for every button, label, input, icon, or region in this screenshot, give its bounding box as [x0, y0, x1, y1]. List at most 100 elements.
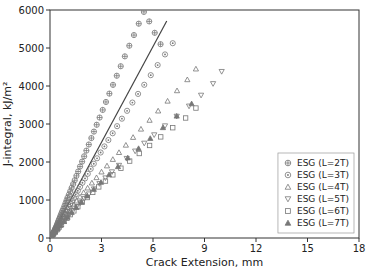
point [114, 73, 119, 78]
point [85, 171, 90, 176]
point [85, 185, 90, 190]
point [138, 126, 143, 131]
marker-part [110, 131, 115, 136]
marker-part [121, 118, 123, 120]
marker-part [66, 192, 71, 197]
marker-part [94, 122, 99, 127]
point [171, 126, 175, 130]
point [115, 124, 120, 129]
point [127, 43, 132, 48]
marker-part [114, 73, 119, 78]
marker-part [76, 169, 81, 174]
y-tick [46, 124, 50, 125]
marker-part [100, 107, 105, 112]
marker-part [126, 110, 128, 112]
point [148, 136, 153, 141]
point [185, 77, 190, 82]
legend-label: ESG (L=3T) [297, 170, 349, 180]
point [94, 156, 99, 161]
marker-part [65, 195, 70, 200]
series-markers [51, 106, 198, 236]
point [110, 131, 115, 136]
marker-part [100, 107, 105, 112]
point [198, 93, 203, 98]
marker-part [157, 64, 159, 66]
point [104, 163, 109, 168]
marker-part [82, 154, 87, 159]
point [99, 169, 104, 174]
marker-part [82, 182, 84, 184]
marker-part [107, 91, 112, 96]
point [174, 114, 179, 119]
legend-label: ESG (L=2T) [297, 158, 349, 168]
marker-part [93, 163, 95, 165]
legend: ESG (L=2T)ESG (L=3T)ESG (L=4T)ESG (L=5T)… [278, 153, 354, 233]
marker-part [155, 62, 160, 67]
marker-part [98, 150, 103, 155]
point [97, 185, 101, 189]
marker-part [110, 82, 115, 87]
marker-part [147, 19, 152, 24]
x-tick [153, 238, 154, 242]
point [91, 187, 96, 192]
point [65, 215, 70, 220]
point [156, 108, 161, 113]
point [162, 52, 167, 57]
point [158, 42, 163, 47]
marker-part [79, 186, 81, 188]
point [125, 155, 130, 160]
marker-part [285, 160, 291, 166]
marker-part [103, 99, 108, 104]
marker-part [77, 164, 82, 169]
point [165, 98, 170, 103]
marker-part [164, 54, 166, 56]
marker-part [91, 129, 96, 134]
marker-part [170, 41, 175, 46]
marker-part [136, 21, 141, 26]
point [89, 135, 94, 140]
series-markers [50, 41, 175, 238]
marker-part [77, 164, 82, 169]
marker-part [137, 93, 139, 95]
point [160, 125, 165, 130]
marker-part [94, 122, 99, 127]
marker-part [87, 173, 89, 175]
marker-part [112, 132, 114, 134]
y-tick [46, 48, 50, 49]
marker-part [127, 43, 132, 48]
point [74, 205, 79, 210]
x-tick-label: 6 [150, 243, 156, 254]
series-markers [50, 69, 224, 237]
point [66, 192, 71, 197]
point [210, 82, 215, 87]
point [100, 107, 105, 112]
marker-part [162, 52, 167, 57]
point [106, 172, 111, 177]
marker-part [76, 169, 81, 174]
point [170, 41, 175, 46]
point [110, 157, 115, 162]
legend-marker [285, 160, 291, 166]
legend-marker [285, 197, 291, 202]
marker-part [119, 116, 124, 121]
x-tick [101, 238, 102, 242]
point [115, 164, 120, 169]
legend-label: ESG (L=5T) [297, 194, 349, 204]
point [152, 30, 157, 35]
point [89, 180, 94, 185]
y-tick-label: 2000 [19, 157, 44, 168]
marker-part [66, 192, 71, 197]
point [193, 66, 198, 71]
point [142, 141, 147, 146]
point [68, 189, 73, 194]
point [80, 159, 85, 164]
marker-part [130, 100, 135, 105]
marker-part [143, 84, 145, 86]
marker-part [86, 142, 91, 147]
point [107, 91, 112, 96]
marker-part [89, 135, 94, 140]
legend-label: ESG (L=7T) [297, 218, 349, 228]
point [86, 142, 91, 147]
y-tick [46, 200, 50, 201]
x-tick-label: 18 [353, 243, 366, 254]
